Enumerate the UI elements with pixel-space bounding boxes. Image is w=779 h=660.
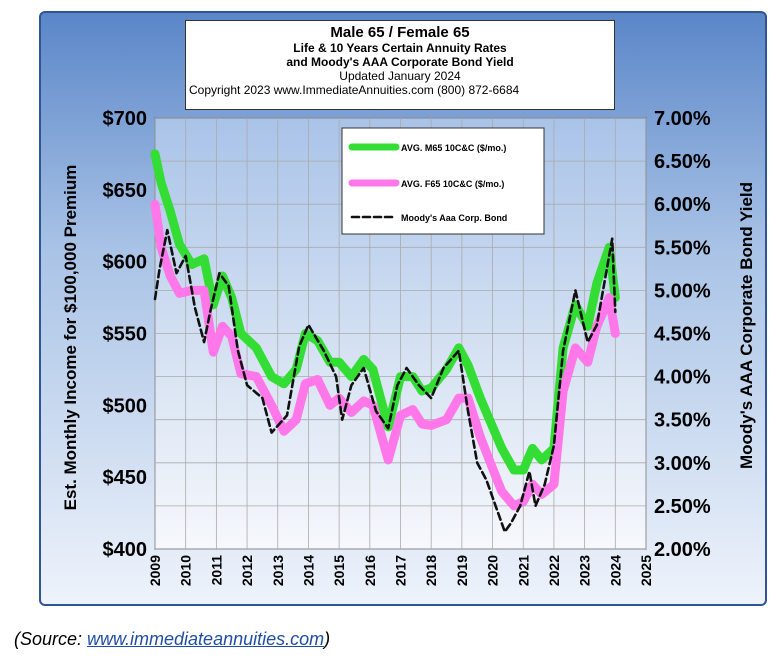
y2-tick-label: 2.00%	[654, 539, 711, 561]
x-tick-label: 2017	[393, 555, 409, 586]
source-link[interactable]: www.immediateannuities.com	[87, 629, 325, 649]
y2-tick-label: 2.50%	[654, 496, 711, 518]
legend-label-2: AVG. F65 10C&C ($/mo.)	[401, 179, 504, 189]
series-line-3	[153, 228, 617, 534]
y2-tick-label: 5.00%	[654, 280, 711, 302]
legend-label-1: AVG. M65 10C&C ($/mo.)	[401, 143, 506, 153]
x-tick-label: 2019	[454, 555, 470, 586]
x-tick-label: 2011	[208, 555, 224, 586]
y2-tick-label: 6.50%	[654, 151, 711, 173]
source-close: )	[324, 629, 331, 649]
y-tick-label: $450	[103, 467, 148, 489]
x-tick-label: 2016	[362, 555, 378, 586]
legend-label-3: Moody's Aaa Corp. Bond	[401, 213, 507, 223]
x-tick-label: 2015	[331, 555, 347, 586]
y2-tick-label: 7.00%	[654, 108, 711, 130]
x-tick-label: 2012	[239, 555, 255, 586]
chart-copyright: Copyright 2023 www.ImmediateAnnuities.co…	[189, 83, 520, 97]
chart-title: Male 65 / Female 65	[330, 24, 470, 41]
y-tick-label: $700	[103, 108, 148, 130]
chart-title-box: Male 65 / Female 65 Life & 10 Years Cert…	[185, 20, 615, 110]
source-label: (Source:	[14, 629, 88, 649]
y2-tick-label: 4.00%	[654, 367, 711, 389]
y2-tick-label: 3.00%	[654, 453, 711, 475]
y-tick-label: $500	[103, 395, 148, 417]
x-tick-label: 2013	[270, 555, 286, 586]
x-tick-label: 2018	[423, 555, 439, 586]
x-tick-label: 2010	[178, 555, 194, 586]
y-tick-label: $650	[103, 180, 148, 202]
x-tick-label: 2020	[485, 555, 501, 586]
chart-updated: Updated January 2024	[339, 69, 461, 83]
y2-tick-label: 4.50%	[654, 324, 711, 346]
y-tick-label: $550	[103, 324, 148, 346]
x-tick-label: 2023	[577, 555, 593, 586]
chart-subtitle: Life & 10 Years Certain Annuity Rates	[293, 41, 507, 55]
y2-tick-label: 6.00%	[654, 194, 711, 216]
y2-tick-label: 5.50%	[654, 237, 711, 259]
x-tick-label: 2024	[607, 555, 623, 586]
y-tick-label: $600	[103, 252, 148, 274]
chart-subtitle-2: and Moody's AAA Corporate Bond Yield	[286, 55, 514, 69]
source-caption: (Source: www.immediateannuities.com)	[14, 629, 330, 650]
y-axis-title: Est. Monthly Income for $100,000 Premium	[61, 165, 80, 511]
x-tick-label: 2009	[147, 555, 163, 586]
y2-tick-label: 3.50%	[654, 410, 711, 432]
y-tick-label: $400	[103, 539, 148, 561]
x-tick-label: 2021	[515, 555, 531, 586]
x-tick-label: 2025	[638, 555, 654, 586]
x-tick-label: 2014	[300, 555, 316, 586]
y2-axis-title: Moody's AAA Corporate Bond Yield	[737, 182, 756, 469]
x-tick-label: 2022	[546, 555, 562, 586]
